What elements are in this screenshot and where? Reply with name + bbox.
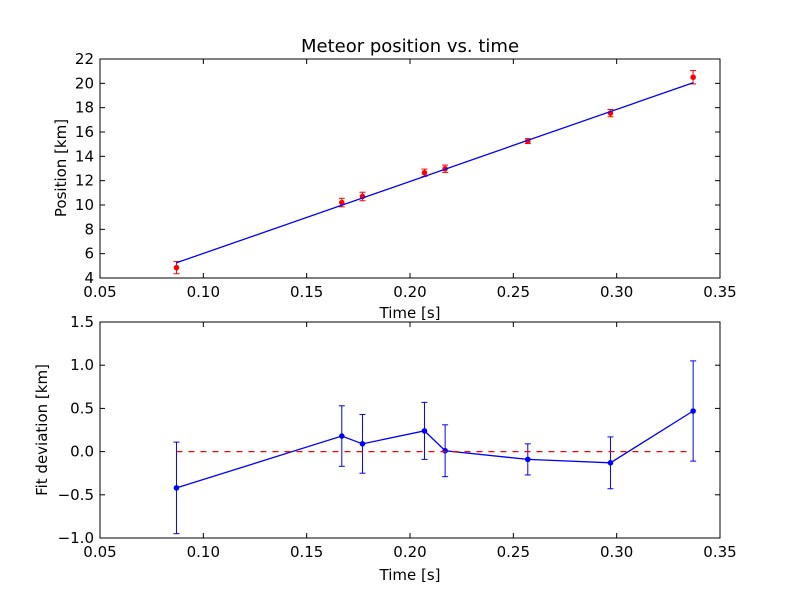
y-axis-label: Position [km] <box>52 119 70 217</box>
x-tick-label: 0.05 <box>83 283 116 301</box>
position-plot: Meteor position vs. time 0.05 0.10 0.15 0.2… <box>52 36 737 322</box>
deviation-plot: 0.05 0.10 0.15 0.20 0.25 0.30 0.35 −1.0−0.50.0… <box>33 313 737 584</box>
x-tick-label: 0.15 <box>290 543 323 561</box>
y-tick-label: 10 <box>75 196 94 214</box>
y-tick-label: 1.0 <box>70 356 94 374</box>
position-series <box>173 70 697 275</box>
y-axis-ticks: 4 6 8 10 12 14 16 18 20 22 <box>75 50 720 287</box>
data-point <box>690 74 696 81</box>
fit-line <box>176 82 694 264</box>
y-axis-ticks: −1.0 −0.5 0.0 0.5 1.0 1.5 <box>58 313 720 547</box>
y-tick-label: 18 <box>75 99 94 117</box>
x-tick-label: 0.15 <box>290 283 323 301</box>
y-tick-label: 1.5 <box>70 313 94 331</box>
chart-title: Meteor position vs. time <box>301 36 519 57</box>
y-tick-label: 16 <box>75 123 94 141</box>
y-tick-label: 0.0 <box>70 443 94 461</box>
y-tick-label: 0.5 <box>70 399 94 417</box>
data-point <box>607 460 614 466</box>
x-tick-label: 0.05 <box>83 543 116 561</box>
data-point <box>690 408 696 414</box>
y-tick-label: 20 <box>75 74 94 92</box>
data-point <box>359 441 366 447</box>
data-point <box>525 456 531 463</box>
y-tick-label: 6 <box>84 245 94 263</box>
y-tick-label: 8 <box>84 220 94 238</box>
x-tick-label: 0.20 <box>393 543 426 561</box>
y-tick-label: 12 <box>75 172 94 190</box>
y-tick-label: 14 <box>75 147 94 165</box>
data-point <box>421 169 428 176</box>
data-point <box>173 485 180 491</box>
x-axis-label: Time [s] <box>379 304 441 322</box>
x-tick-label: 0.25 <box>497 543 530 561</box>
x-tick-label: 0.30 <box>600 283 633 301</box>
x-tick-label: 0.25 <box>497 283 530 301</box>
x-tick-label: 0.35 <box>703 283 736 301</box>
x-tick-label: 0.10 <box>187 283 220 301</box>
y-tick-label: −0.5 <box>58 486 94 504</box>
data-point <box>339 433 345 439</box>
plot-area-frame <box>99 58 721 279</box>
y-axis-label: Fit deviation [km] <box>33 364 51 496</box>
deviation-series <box>173 360 697 535</box>
x-tick-label: 0.10 <box>187 543 220 561</box>
data-point <box>421 428 428 434</box>
deviation-line <box>176 410 694 489</box>
y-tick-label: 22 <box>75 50 94 68</box>
x-tick-label: 0.35 <box>703 543 736 561</box>
data-point <box>173 264 180 271</box>
x-tick-label: 0.30 <box>600 543 633 561</box>
x-axis-ticks: 0.05 0.10 0.15 0.20 0.25 0.30 0.35 <box>83 322 737 561</box>
data-point <box>442 447 448 454</box>
plot-area-frame <box>99 321 721 539</box>
y-tick-label: −1.0 <box>58 529 94 547</box>
x-axis-label: Time [s] <box>379 566 441 584</box>
x-axis-ticks: 0.05 0.10 0.15 0.20 0.25 0.30 0.35 <box>83 59 737 301</box>
x-tick-label: 0.20 <box>393 283 426 301</box>
y-tick-label: 4 <box>84 269 94 287</box>
